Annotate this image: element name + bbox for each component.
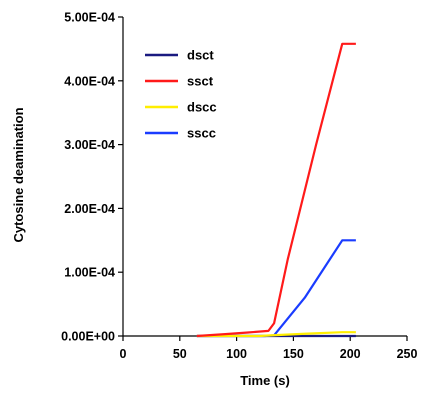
y-tick-label: 3.00E-04 [64, 138, 115, 152]
series-line-sscc [196, 239, 356, 338]
y-tick-label: 5.00E-04 [64, 11, 115, 25]
y-tick-label: 1.00E-04 [64, 266, 115, 280]
legend: dsct ssct dscc sscc [145, 48, 217, 141]
x-tick-label: 200 [340, 347, 361, 361]
x-tick-label: 50 [173, 347, 187, 361]
legend-label-sscc: sscc [187, 126, 216, 141]
x-tick-label: 0 [120, 347, 127, 361]
legend-label-dscc: dscc [187, 100, 217, 115]
y-tick-label: 2.00E-04 [64, 202, 115, 216]
y-tick-label: 0.00E+00 [61, 330, 115, 344]
axes [122, 17, 407, 337]
y-axis-title: Cytosine deamination [11, 107, 26, 242]
x-tick-label: 100 [226, 347, 247, 361]
x-axis-title: Time (s) [240, 373, 290, 388]
series-line-dscc [196, 331, 356, 338]
y-tick-label: 4.00E-04 [64, 74, 115, 88]
legend-label-ssct: ssct [187, 74, 214, 89]
series-line-ssct [196, 42, 356, 338]
axis-ticks: 0.00E+00 1.00E-04 2.00E-04 3.00E-04 4.00E-04… [61, 11, 417, 362]
x-tick-label: 250 [397, 347, 418, 361]
x-tick-label: 150 [283, 347, 304, 361]
legend-label-dsct: dsct [187, 48, 214, 63]
series-lines [196, 42, 356, 338]
